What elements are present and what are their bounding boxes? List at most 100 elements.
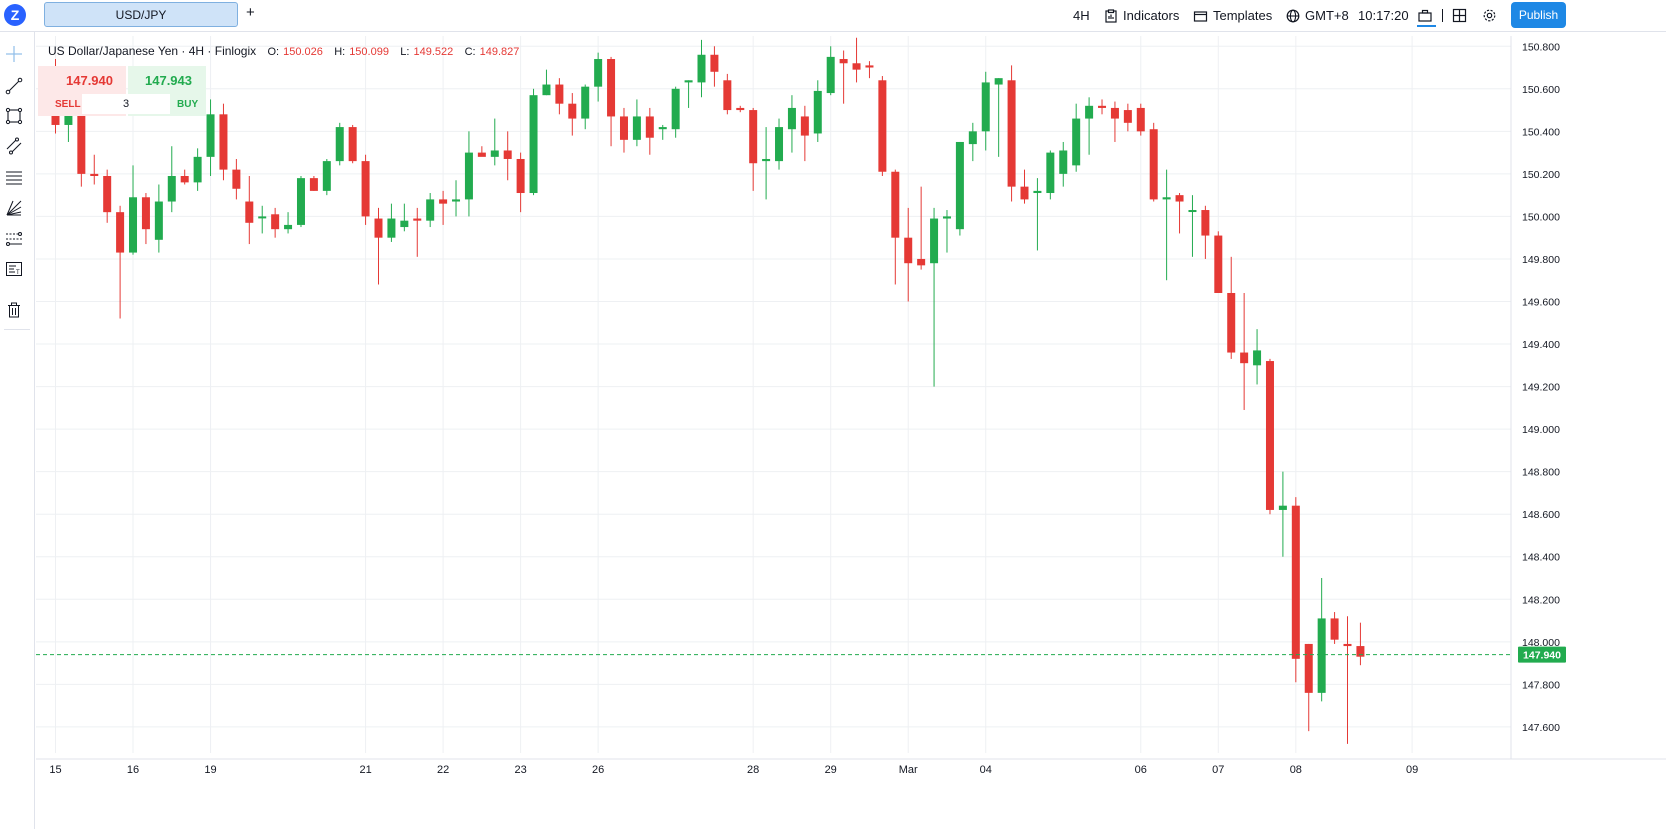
candle — [477, 146, 486, 157]
candle — [865, 61, 874, 79]
price-chart[interactable]: 147.940 150.800150.600150.400150.200150.… — [36, 36, 1666, 829]
candle-body — [348, 127, 357, 162]
candle — [1110, 101, 1119, 142]
candle — [503, 131, 512, 181]
candle — [852, 37, 861, 83]
candle — [1123, 103, 1132, 132]
candle-body — [1227, 292, 1236, 353]
candles — [51, 37, 1365, 744]
symbol-tab[interactable]: USD/JPY — [44, 2, 238, 27]
publish-button[interactable]: Publish — [1511, 2, 1566, 28]
candle-body — [1020, 186, 1029, 200]
layout-button[interactable] — [1452, 0, 1467, 31]
candle — [464, 131, 473, 217]
sell-price: 147.940 — [66, 73, 113, 88]
candle-body — [1162, 197, 1171, 200]
candle — [581, 84, 590, 130]
globe-icon — [1286, 9, 1300, 22]
x-tick-label: 15 — [49, 764, 61, 776]
candle-body — [697, 54, 706, 83]
candle-body — [1188, 210, 1197, 213]
candle — [1175, 193, 1184, 234]
parallel-channel-icon[interactable] — [4, 136, 24, 156]
candle-body — [904, 237, 913, 264]
drawing-toolbar: T — [0, 32, 35, 829]
open-value: 150.026 — [283, 46, 323, 58]
candle — [1162, 169, 1171, 281]
y-tick-label: 150.200 — [1522, 169, 1560, 181]
candle-body — [1214, 235, 1223, 293]
y-tick-label: 148.000 — [1522, 637, 1560, 649]
candle — [1278, 471, 1287, 557]
app-logo-icon[interactable]: Z — [4, 4, 26, 26]
clock-label: 10:17:20 — [1358, 8, 1409, 23]
price-axis: 150.800 150.600 150.400 150.200 150.000 149.8… — [36, 36, 1666, 776]
candle — [619, 107, 628, 153]
x-tick-label: 16 — [127, 764, 139, 776]
templates-icon — [1193, 10, 1208, 22]
candle — [775, 118, 784, 170]
candle — [658, 124, 667, 140]
trend-line-icon[interactable] — [4, 76, 24, 96]
trash-icon[interactable] — [4, 300, 24, 320]
pitchfork-icon[interactable] — [4, 228, 24, 248]
quantity-input[interactable]: 3 — [82, 94, 170, 114]
candle — [891, 169, 900, 285]
candle-body — [426, 199, 435, 221]
candle — [749, 107, 758, 191]
candle-body — [723, 80, 732, 111]
candle — [426, 193, 435, 228]
candle — [800, 105, 809, 162]
text-note-icon[interactable]: T — [4, 259, 24, 279]
candle-body — [955, 141, 964, 230]
candle-body — [193, 156, 202, 183]
candle-body — [129, 197, 138, 253]
top-toolbar: Z USD/JPY + 4H Indicators Templates GMT+… — [0, 0, 1666, 32]
last-price-tag — [1518, 646, 1566, 663]
x-tick-label: 07 — [1212, 764, 1224, 776]
timezone-button[interactable]: GMT+8 — [1286, 0, 1349, 31]
candle — [568, 93, 577, 136]
candle — [1253, 329, 1262, 385]
open-label: O: — [267, 46, 280, 58]
timezone-label: GMT+8 — [1305, 8, 1349, 23]
candle — [542, 69, 551, 96]
candle — [787, 95, 796, 153]
candle-body — [374, 218, 383, 238]
candle — [839, 50, 848, 104]
add-tab-button[interactable]: + — [246, 4, 255, 21]
candle — [452, 180, 461, 217]
candle — [1188, 195, 1197, 257]
candle — [103, 169, 112, 223]
candle-body — [1330, 618, 1339, 640]
candle-body — [826, 56, 835, 94]
crosshair-icon[interactable] — [4, 44, 24, 64]
candle-body — [865, 65, 874, 68]
candle-body — [1098, 105, 1107, 108]
templates-button[interactable]: Templates — [1193, 0, 1272, 31]
candle-body — [981, 82, 990, 132]
interval-button[interactable]: 4H — [1073, 0, 1090, 31]
close-label: C: — [464, 46, 476, 58]
candle-body — [775, 127, 784, 162]
indicators-icon — [1105, 8, 1117, 23]
gann-fan-icon[interactable] — [4, 198, 24, 218]
fib-retracement-icon[interactable] — [4, 167, 24, 187]
indicators-button[interactable]: Indicators — [1104, 0, 1179, 31]
rectangle-icon[interactable] — [4, 106, 24, 126]
y-tick-label: 149.400 — [1522, 339, 1560, 351]
settings-button[interactable] — [1482, 0, 1497, 31]
candle-body — [477, 152, 486, 157]
candle — [167, 146, 176, 213]
candle-body — [1007, 80, 1016, 187]
templates-label: Templates — [1213, 8, 1273, 23]
y-tick-label: 148.600 — [1522, 509, 1560, 521]
candle-body — [1059, 150, 1068, 174]
candle-body — [1123, 110, 1132, 123]
candle-body — [619, 116, 628, 140]
high-value: 150.099 — [349, 46, 389, 58]
order-panel-button[interactable] — [1417, 0, 1433, 31]
candle-body — [413, 218, 422, 221]
candle-body — [607, 59, 616, 117]
candle — [826, 46, 835, 96]
